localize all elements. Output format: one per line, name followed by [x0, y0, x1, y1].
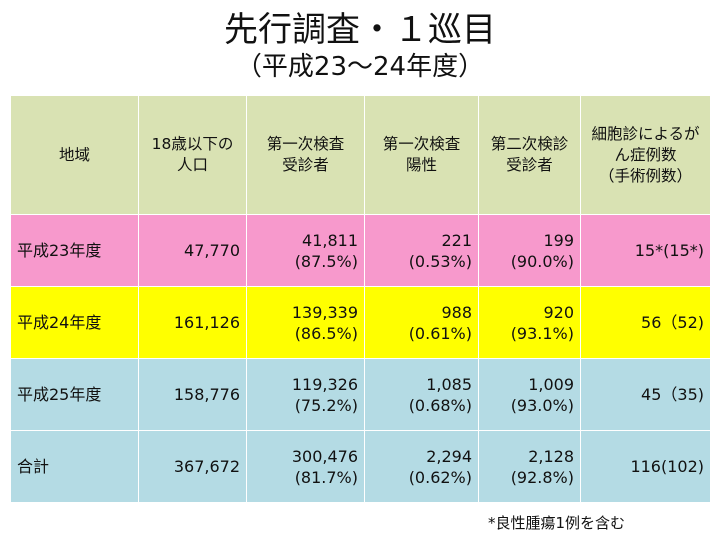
cell-second-exam: 1,009 (93.0%) — [478, 358, 581, 431]
header-row: 地域 18歳以下の 人口 第一次検査 受診者 第一次検査 陽性 第二次検診 受診… — [10, 95, 711, 215]
slide-subtitle: （平成23～24年度） — [235, 52, 485, 82]
cell-first-positive: 988 (0.61%) — [364, 286, 479, 359]
slide-title: 先行調査・１巡目 — [224, 10, 496, 50]
cell-region: 平成23年度 — [10, 214, 139, 287]
header-first-positive-line1: 第一次検査 — [382, 135, 461, 153]
header-population-line1: 18歳以下の — [151, 135, 234, 153]
header-first-positive: 第一次検査 陽性 — [364, 95, 479, 215]
cell-second-exam-value: 2,128 — [528, 446, 574, 466]
cell-first-positive-value: 2,294 — [426, 446, 472, 466]
footnote: *良性腫瘍1例を含む — [488, 514, 626, 532]
header-cases-line1: 細胞診によるが — [591, 124, 700, 143]
cell-first-positive-percent: (0.62%) — [408, 467, 472, 487]
header-region: 地域 — [10, 95, 139, 215]
cell-first-exam-percent: (81.7%) — [294, 467, 358, 487]
cell-first-positive: 1,085 (0.68%) — [364, 358, 479, 431]
header-population-line2: 人口 — [176, 156, 208, 174]
table-row: 平成24年度 161,126 139,339 (86.5%) 988 (0.61… — [10, 286, 711, 359]
cell-first-positive: 2,294 (0.62%) — [364, 430, 479, 503]
cell-cases: 56（52) — [580, 286, 711, 359]
cell-population: 47,770 — [138, 214, 247, 287]
cell-second-exam-value: 920 — [543, 302, 574, 322]
cell-first-positive-value: 988 — [441, 302, 472, 322]
table-row: 平成25年度 158,776 119,326 (75.2%) 1,085 (0.… — [10, 358, 711, 431]
cell-region: 平成25年度 — [10, 358, 139, 431]
cell-region: 合計 — [10, 430, 139, 503]
cell-region: 平成24年度 — [10, 286, 139, 359]
header-cancer-cases: 細胞診によるが ん症例数 （手術例数） — [580, 95, 711, 215]
cell-population: 158,776 — [138, 358, 247, 431]
header-second-exam: 第二次検診 受診者 — [478, 95, 581, 215]
cell-first-positive-percent: (0.53%) — [408, 251, 472, 271]
cell-first-exam-value: 139,339 — [291, 302, 358, 322]
cell-second-exam-percent: (92.8%) — [510, 467, 574, 487]
cell-first-positive: 221 (0.53%) — [364, 214, 479, 287]
cell-second-exam-value: 1,009 — [528, 374, 574, 394]
cell-first-exam-percent: (86.5%) — [294, 323, 358, 343]
cell-cases: 45（35) — [580, 358, 711, 431]
cell-first-positive-percent: (0.68%) — [408, 395, 472, 415]
header-first-exam-line1: 第一次検査 — [266, 135, 345, 153]
cell-first-positive-percent: (0.61%) — [408, 323, 472, 343]
cell-second-exam-percent: (90.0%) — [510, 251, 574, 271]
cell-population: 367,672 — [138, 430, 247, 503]
cell-first-positive-value: 221 — [441, 230, 472, 250]
cell-second-exam-percent: (93.1%) — [510, 323, 574, 343]
cell-first-exam: 300,476 (81.7%) — [246, 430, 365, 503]
cell-first-exam-percent: (75.2%) — [294, 395, 358, 415]
cell-second-exam-percent: (93.0%) — [510, 395, 574, 415]
cell-first-exam: 139,339 (86.5%) — [246, 286, 365, 359]
header-first-exam: 第一次検査 受診者 — [246, 95, 365, 215]
header-second-exam-line2: 受診者 — [506, 156, 553, 174]
cell-first-exam-value: 119,326 — [291, 374, 358, 394]
header-second-exam-line1: 第二次検診 — [490, 135, 569, 153]
header-population: 18歳以下の 人口 — [138, 95, 247, 215]
header-first-positive-line2: 陽性 — [405, 156, 437, 174]
cell-first-exam: 119,326 (75.2%) — [246, 358, 365, 431]
screening-table: 地域 18歳以下の 人口 第一次検査 受診者 第一次検査 陽性 第二次検診 受診… — [10, 95, 711, 503]
header-cases-line3: （手術例数） — [598, 166, 692, 185]
cell-first-exam-value: 300,476 — [291, 446, 358, 466]
cell-second-exam: 920 (93.1%) — [478, 286, 581, 359]
table-row: 平成23年度 47,770 41,811 (87.5%) 221 (0.53%)… — [10, 214, 711, 287]
cell-first-positive-value: 1,085 — [426, 374, 472, 394]
cell-second-exam: 2,128 (92.8%) — [478, 430, 581, 503]
table-row-total: 合計 367,672 300,476 (81.7%) 2,294 (0.62%)… — [10, 430, 711, 503]
header-region-label: 地域 — [58, 145, 90, 164]
cell-first-exam-percent: (87.5%) — [294, 251, 358, 271]
cell-population: 161,126 — [138, 286, 247, 359]
header-cases-line2: ん症例数 — [614, 145, 677, 164]
cell-second-exam: 199 (90.0%) — [478, 214, 581, 287]
cell-second-exam-value: 199 — [543, 230, 574, 250]
cell-first-exam: 41,811 (87.5%) — [246, 214, 365, 287]
cell-cases: 116(102) — [580, 430, 711, 503]
cell-cases: 15*(15*) — [580, 214, 711, 287]
header-first-exam-line2: 受診者 — [282, 156, 329, 174]
cell-first-exam-value: 41,811 — [302, 230, 358, 250]
